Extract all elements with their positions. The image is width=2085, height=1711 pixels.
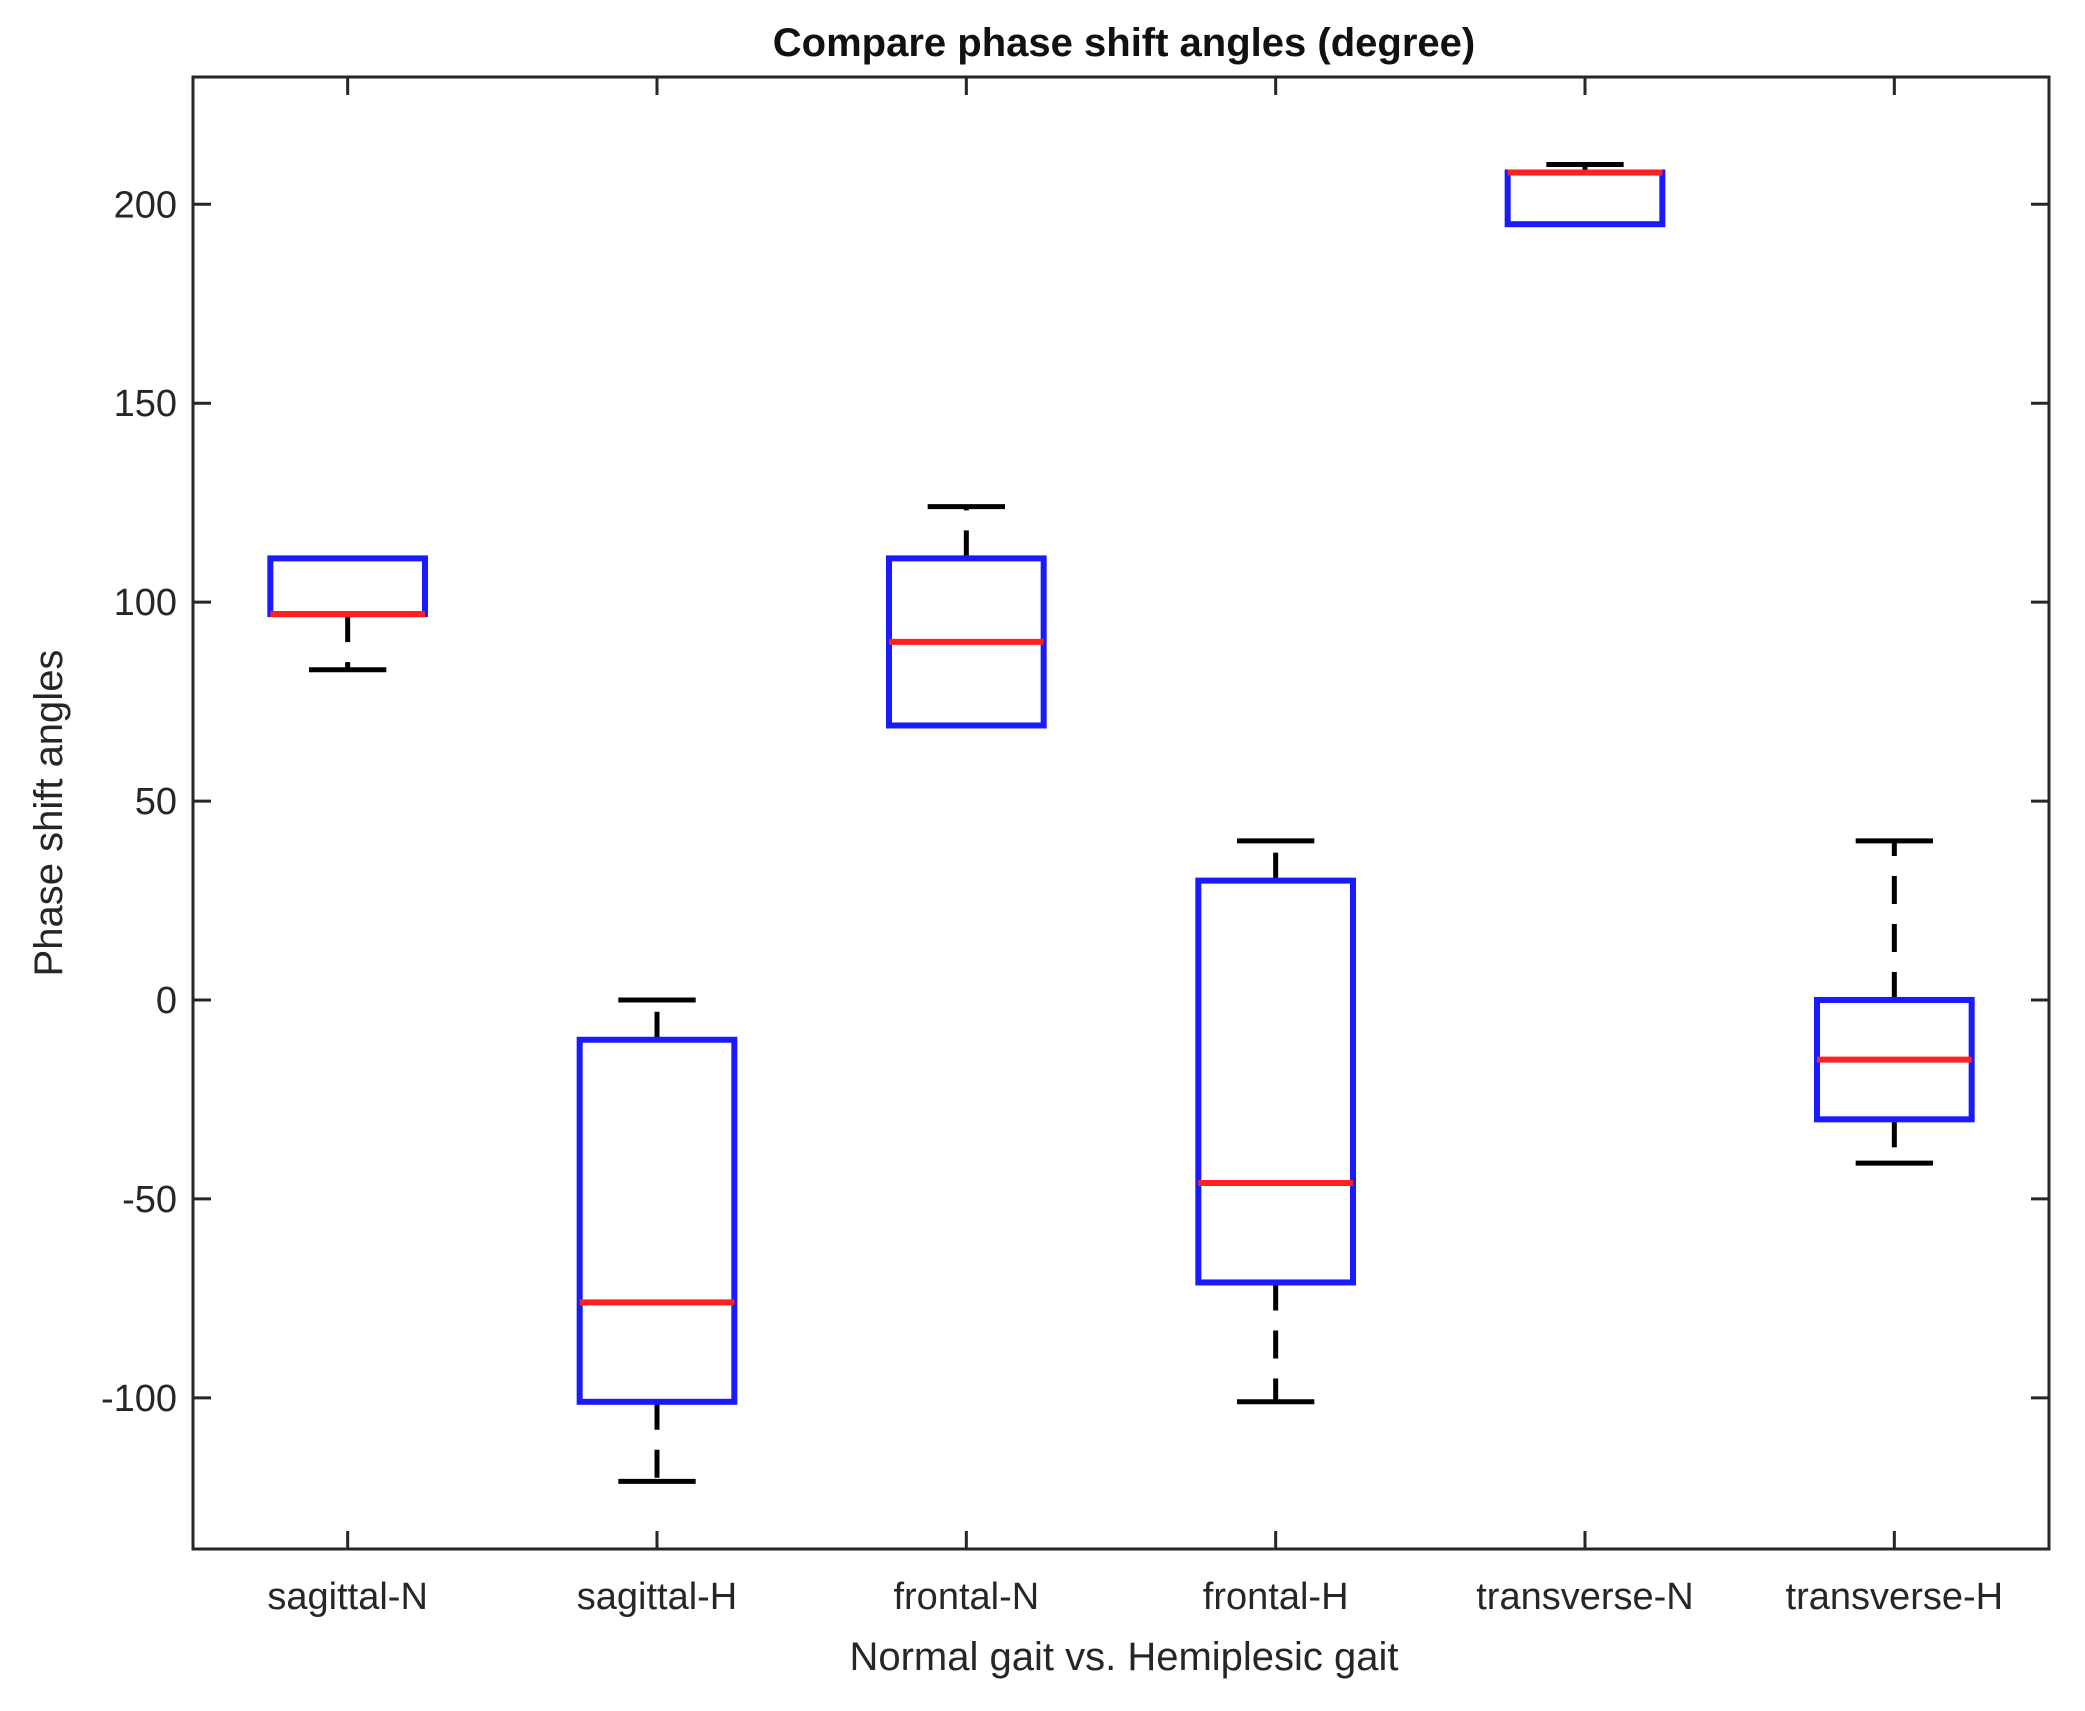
box-iqr xyxy=(1504,169,1666,228)
x-tick-label: transverse-H xyxy=(1786,1576,2004,1618)
y-axis-label: Phase shift angles xyxy=(27,650,71,977)
y-axis: -100 -50 0 50 100 150 200 xyxy=(101,184,2049,1420)
y-tick-label: 50 xyxy=(135,781,177,823)
x-tick-label: transverse-N xyxy=(1476,1576,1694,1618)
box-group xyxy=(1195,838,1357,1405)
x-axis-label: Normal gait vs. Hemiplesic gait xyxy=(849,1635,1398,1679)
y-tick-label: 200 xyxy=(114,184,177,226)
box-iqr xyxy=(576,1036,738,1405)
plot-area-frame xyxy=(191,75,2051,1551)
x-axis: sagittal-N sagittal-H frontal-N frontal-H tr… xyxy=(267,77,2003,1618)
y-tick-label: 150 xyxy=(114,383,177,425)
box-group xyxy=(576,997,738,1484)
y-tick-label: 0 xyxy=(156,980,177,1022)
y-tick-label: 100 xyxy=(114,582,177,624)
box-group xyxy=(1814,838,1975,1166)
box-iqr xyxy=(1195,877,1357,1286)
box-group xyxy=(886,504,1047,729)
x-tick-label: sagittal-N xyxy=(267,1576,428,1618)
y-tick-label: -50 xyxy=(122,1179,177,1221)
box-group xyxy=(1504,162,1666,228)
box-series xyxy=(267,162,1975,1484)
x-tick-label: frontal-H xyxy=(1203,1576,1349,1618)
x-tick-label: frontal-N xyxy=(893,1576,1039,1618)
chart-title: Compare phase shift angles (degree) xyxy=(773,21,1475,65)
box-group xyxy=(267,555,429,673)
x-tick-label: sagittal-H xyxy=(577,1576,738,1618)
y-tick-label: -100 xyxy=(101,1378,177,1420)
box-iqr xyxy=(267,555,429,618)
